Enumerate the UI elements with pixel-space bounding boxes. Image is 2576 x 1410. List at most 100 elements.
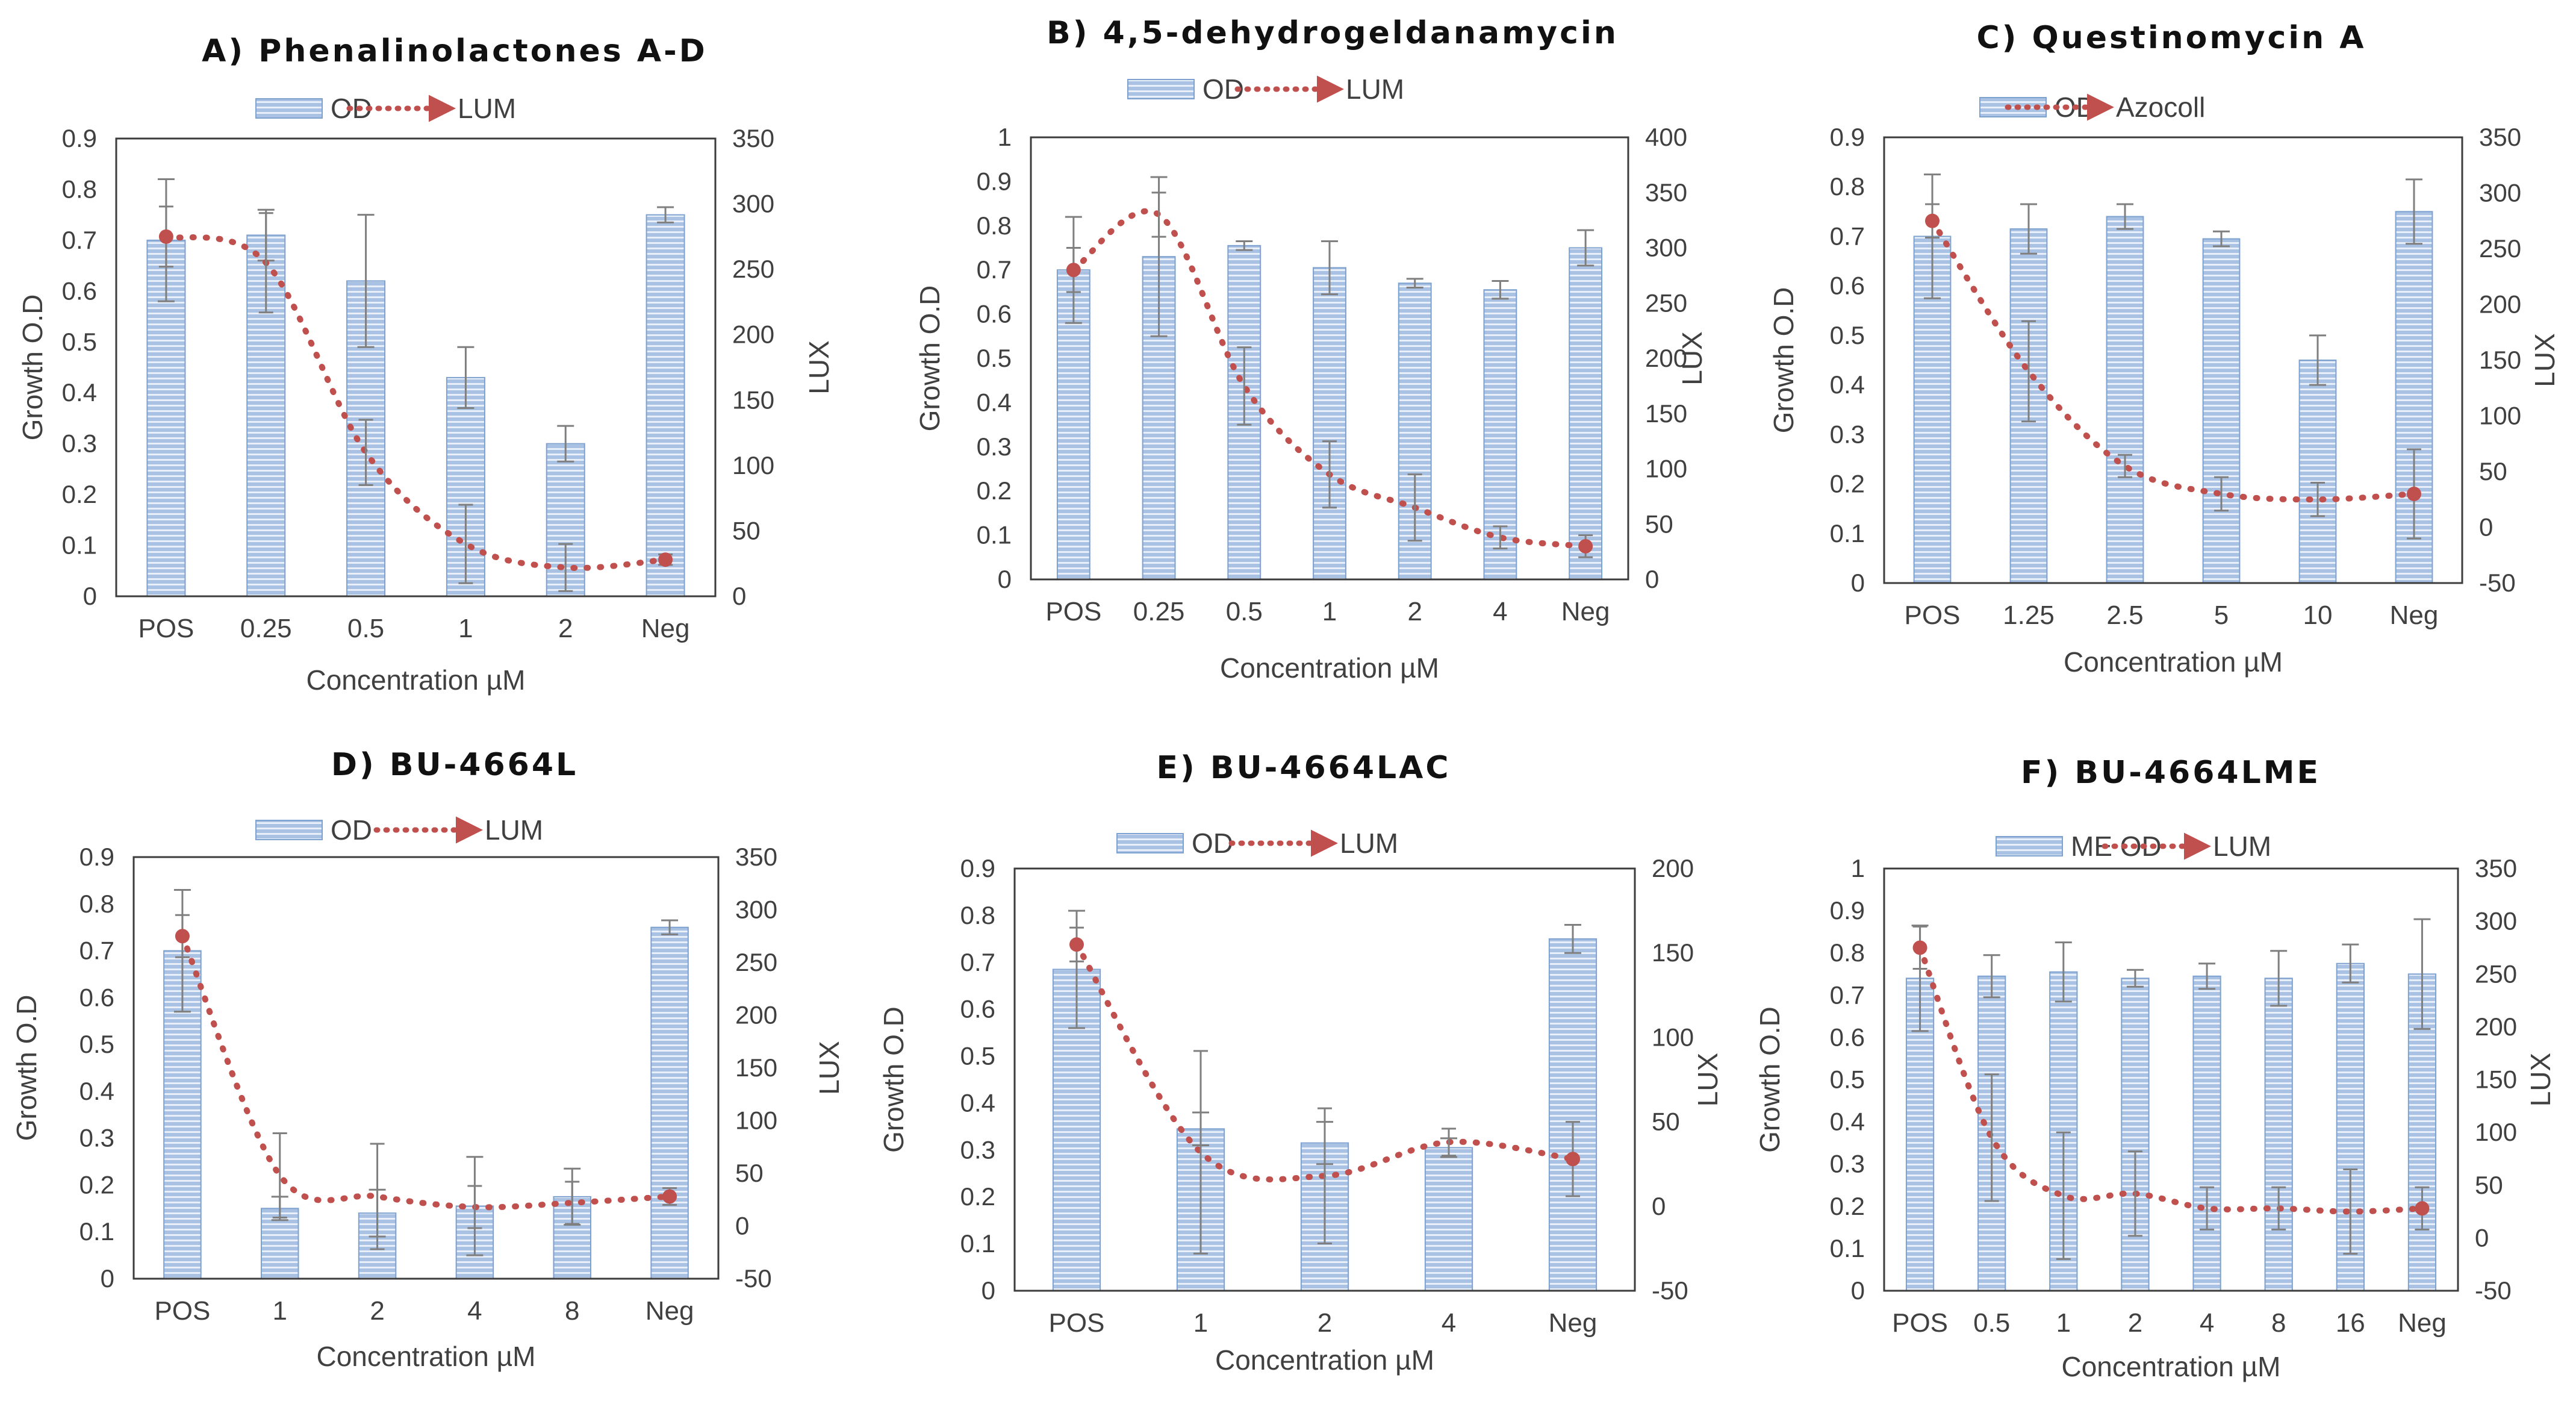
legend: ME OD LUM xyxy=(1996,831,2271,862)
y2-tick-label: 200 xyxy=(1652,854,1694,882)
y2-tick-label: 50 xyxy=(735,1159,764,1187)
y2-tick-label: 50 xyxy=(732,516,761,544)
bar xyxy=(2298,360,2337,584)
line-error-bar xyxy=(2200,1186,2215,1231)
y-axis-title: Growth O.D xyxy=(878,1006,909,1153)
y-tick-label: 0.7 xyxy=(960,948,995,976)
y-tick-label: 0.9 xyxy=(1830,896,1865,925)
y2-axis-title: LUX xyxy=(1676,331,1708,385)
bar xyxy=(2264,978,2293,1291)
bar-error-bar xyxy=(2270,950,2288,1007)
x-tick-label: 4 xyxy=(1442,1308,1456,1338)
legend-swatch-bar xyxy=(1127,79,1195,99)
bar-error-bar xyxy=(557,425,574,463)
bar xyxy=(2202,238,2241,584)
y-tick-label: 0.1 xyxy=(1830,1234,1865,1262)
y-tick-label: 0.1 xyxy=(79,1217,114,1246)
x-tick-label: Neg xyxy=(1549,1308,1598,1338)
y2-tick-label: 0 xyxy=(2479,513,2493,541)
bar xyxy=(1424,1147,1473,1291)
y-tick-label: 0.5 xyxy=(1830,1065,1865,1094)
x-tick-label: Neg xyxy=(2398,1308,2447,1338)
legend-label-bar: OD xyxy=(331,814,372,846)
line-point-marker xyxy=(2415,1201,2430,1216)
y-tick-label: 0.3 xyxy=(1830,420,1865,448)
series-line xyxy=(179,933,673,1211)
y2-tick-label: 350 xyxy=(735,843,777,871)
x-tick-label: POS xyxy=(1049,1308,1105,1338)
y2-tick-label: 100 xyxy=(1652,1023,1694,1051)
bar-error-bar xyxy=(1983,954,2000,999)
chart-panel-4: D) BU-4664L OD LUM 0 0.1 0.2 0.3 0.4 0.5 0.6 0.7 0.… xyxy=(11,747,845,1372)
y2-tick-label: 150 xyxy=(1645,399,1687,428)
line-error-bar xyxy=(2271,1186,2286,1231)
legend-label-line: LUM xyxy=(1346,73,1404,105)
y-axis-title: Growth O.D xyxy=(914,285,945,432)
chart-title: F) BU-4664LME xyxy=(2021,755,2321,791)
bar xyxy=(2192,975,2221,1291)
y-tick-label: 0.7 xyxy=(977,255,1012,284)
chart-title: D) BU-4664L xyxy=(331,747,578,783)
bar-error-bar xyxy=(1321,240,1338,296)
y-tick-label: 0.2 xyxy=(1830,470,1865,498)
line-point-marker xyxy=(662,1189,677,1204)
series-line xyxy=(1929,217,2417,503)
plot-area-frame xyxy=(132,856,720,1280)
line-error-bar xyxy=(467,1185,482,1229)
line-error-bar xyxy=(1407,473,1422,542)
x-axis-title: Concentration µM xyxy=(2061,1351,2280,1382)
y-tick-label: 0.3 xyxy=(62,429,97,458)
y2-tick-label: 100 xyxy=(1645,455,1687,483)
y-tick-label: 0.5 xyxy=(977,344,1012,372)
line-error-bar xyxy=(2214,476,2229,512)
x-tick-label: Neg xyxy=(2390,600,2439,630)
y-tick-label: 0.3 xyxy=(960,1135,995,1164)
y-axis-title: Growth O.D xyxy=(1768,287,1799,434)
y-tick-label: 0.4 xyxy=(79,1077,114,1105)
line-point-marker xyxy=(1066,263,1081,278)
y2-tick-label: 50 xyxy=(1645,510,1673,538)
y-tick-label: 0.2 xyxy=(62,480,97,508)
y-tick-label: 0.1 xyxy=(977,521,1012,549)
legend: OD Azocoll xyxy=(1979,92,2205,123)
y-tick-label: 0.1 xyxy=(1830,519,1865,547)
y2-tick-label: 350 xyxy=(2475,854,2517,882)
legend-label-line: LUM xyxy=(485,814,543,846)
legend-swatch-bar xyxy=(255,98,323,119)
chart-panel-1: A) Phenalinolactones A-D OD LUM 0 0.1 0.2 0.3 0… xyxy=(17,33,835,696)
x-tick-label: 1.25 xyxy=(2003,600,2055,630)
y2-tick-label: 200 xyxy=(735,1001,777,1029)
line-error-bar xyxy=(272,1132,287,1218)
y-tick-label: 0.7 xyxy=(62,226,97,254)
y2-tick-label: 300 xyxy=(735,896,777,924)
y-axis-title: Growth O.D xyxy=(17,295,48,441)
x-axis-title: Concentration µM xyxy=(1220,652,1439,684)
y2-tick-label: 200 xyxy=(2479,290,2521,319)
y-tick-label: 0.9 xyxy=(977,167,1012,195)
line-point-marker xyxy=(658,552,673,567)
legend-label-line: LUM xyxy=(1340,828,1398,859)
legend-swatch-bar xyxy=(1996,836,2063,856)
y-tick-label: 1 xyxy=(998,123,1012,151)
line-point-marker xyxy=(1069,937,1084,952)
bar-error-bar xyxy=(1564,923,1581,954)
y2-tick-label: -50 xyxy=(735,1264,772,1293)
y-tick-label: 0.5 xyxy=(960,1042,995,1070)
legend-label-bar: OD xyxy=(1192,828,1233,859)
y-tick-label: 0 xyxy=(998,565,1012,593)
y2-tick-label: 400 xyxy=(1645,123,1687,151)
chart-panel-3: C) Questinomycin A OD Azocoll 0 0.1 0.2 0.3 0.4… xyxy=(1768,20,2560,678)
bar-error-bar xyxy=(2126,969,2144,988)
y-tick-label: 0 xyxy=(982,1276,995,1305)
y2-tick-label: -50 xyxy=(2479,569,2516,597)
y-tick-label: 0.3 xyxy=(1830,1150,1865,1178)
y2-tick-label: 50 xyxy=(1652,1108,1680,1136)
y2-tick-label: 300 xyxy=(732,190,774,218)
line-point-marker xyxy=(1578,538,1593,554)
y2-tick-label: 200 xyxy=(1645,344,1687,372)
bar xyxy=(1569,247,1603,580)
line-point-marker xyxy=(1925,213,1940,228)
y-tick-label: 0.7 xyxy=(79,937,114,965)
y2-tick-label: 100 xyxy=(735,1106,777,1135)
